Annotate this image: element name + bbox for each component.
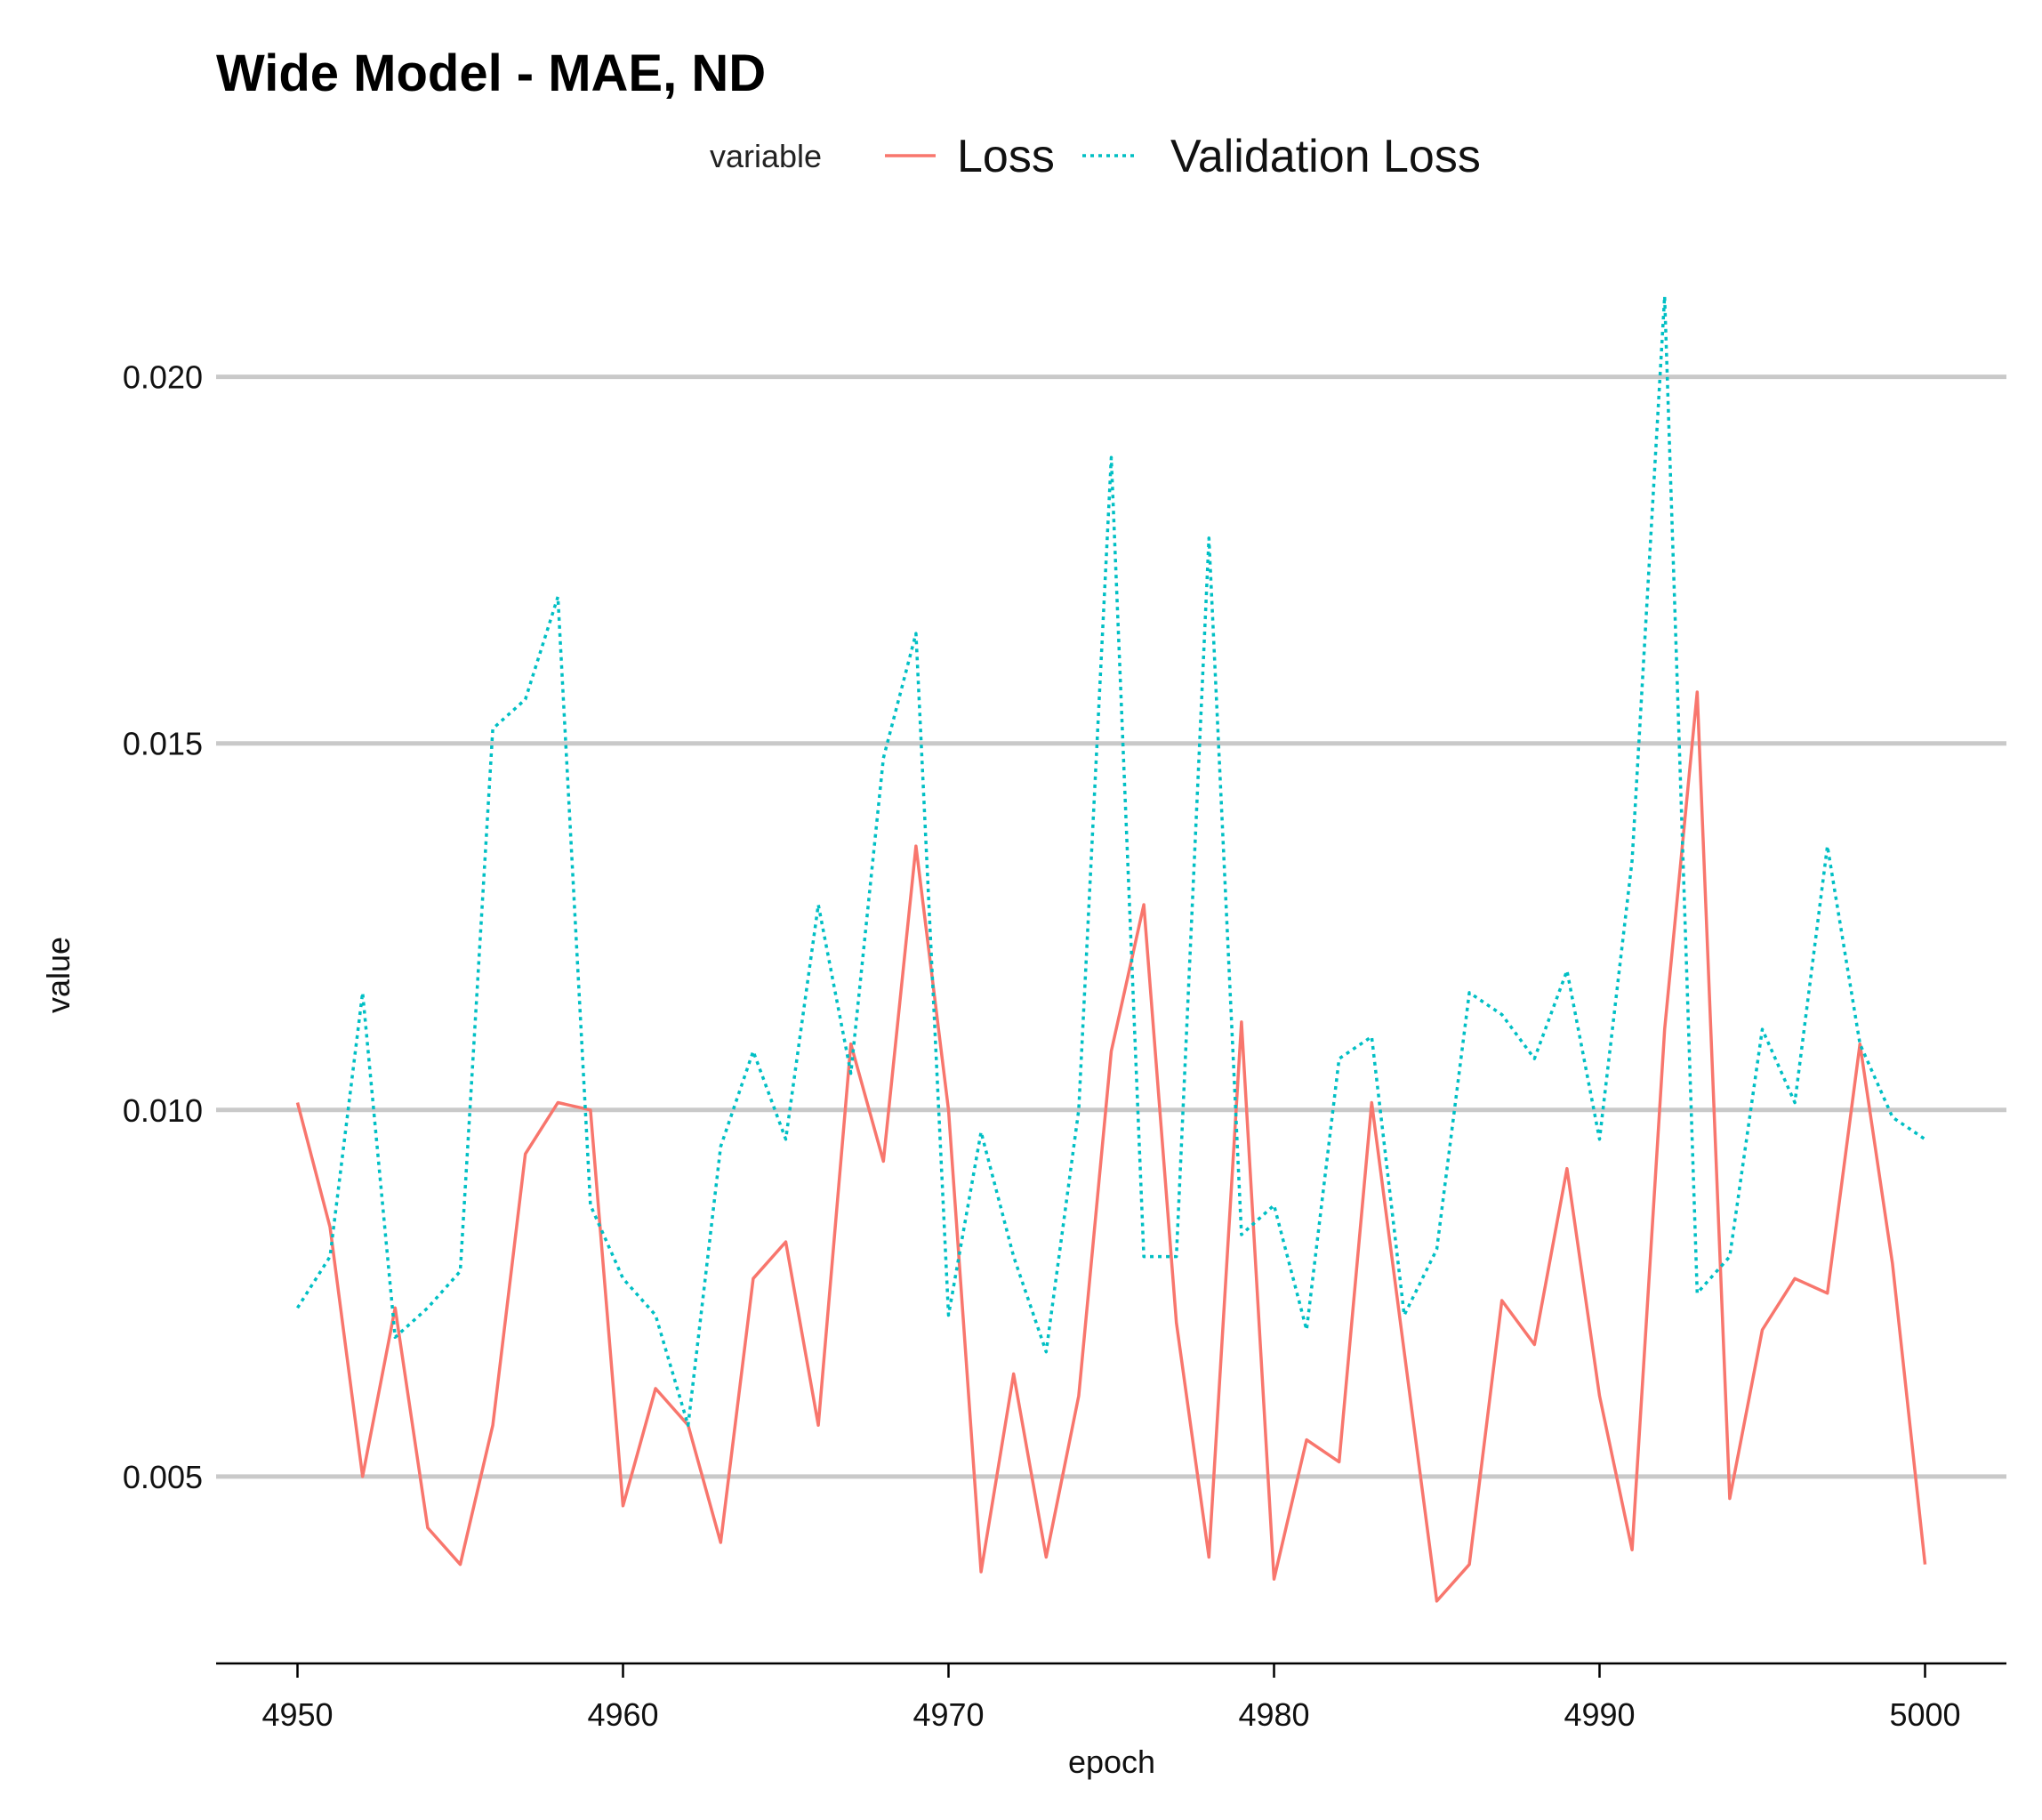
y-axis-title: value	[40, 937, 76, 1013]
legend-label-validation-loss: Validation Loss	[1170, 131, 1481, 182]
series-layer	[295, 294, 1927, 1603]
y-axis: 0.005 0.010 0.015 0.020	[123, 359, 203, 1495]
legend: variable Loss Validation Loss	[710, 131, 1481, 182]
x-axis-title: epoch	[1068, 1743, 1155, 1780]
gridlines	[216, 374, 2006, 1479]
legend-label-loss: Loss	[957, 131, 1055, 182]
legend-title: variable	[710, 138, 822, 174]
y-tick-label: 0.010	[123, 1092, 203, 1129]
series-line-loss	[295, 690, 1927, 1603]
x-tick-label: 4990	[1564, 1696, 1635, 1733]
x-tick-label: 4960	[587, 1696, 658, 1733]
x-tick-label: 5000	[1889, 1696, 1960, 1733]
y-tick-label: 0.015	[123, 726, 203, 762]
y-tick-label: 0.005	[123, 1459, 203, 1495]
x-axis: 4950 4960 4970 4980 4990 5000	[261, 1663, 1961, 1733]
x-tick-label: 4970	[912, 1696, 984, 1733]
y-tick-label: 0.020	[123, 359, 203, 396]
x-tick-label: 4950	[261, 1696, 333, 1733]
series-line-validation-loss	[296, 294, 1926, 1427]
x-tick-label: 4980	[1238, 1696, 1309, 1733]
chart-title: Wide Model - MAE, ND	[216, 44, 766, 102]
